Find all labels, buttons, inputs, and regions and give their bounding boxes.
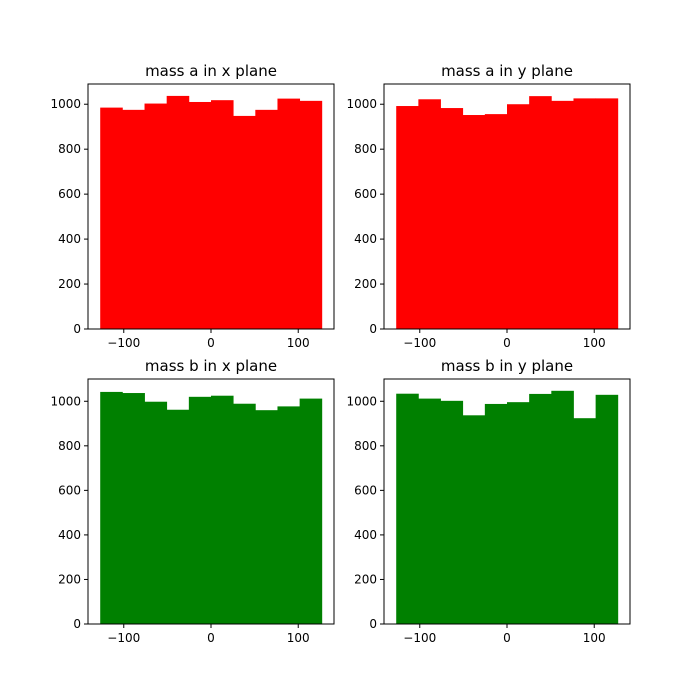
histogram-bar [188,396,212,624]
y-tick-label: 1000 [50,97,81,111]
histogram-bar [100,391,123,624]
histogram-bar [573,98,597,330]
y-tick-label: 0 [73,617,81,631]
histogram-bar [418,99,441,330]
histogram-bar [255,410,278,624]
subplot-title: mass a in y plane [441,62,573,80]
x-tick-label: 100 [583,336,606,350]
subplot-title: mass a in x plane [145,62,277,80]
y-tick-label: 600 [58,483,81,497]
histogram-bar [595,394,619,624]
y-tick-label: 800 [354,142,377,156]
histogram-bar [144,103,168,329]
y-tick-label: 200 [58,277,81,291]
y-tick-label: 600 [354,483,377,497]
histogram-bar [396,106,419,329]
x-tick-label: 100 [287,631,310,645]
histogram-bar [255,109,278,329]
y-tick-label: 400 [58,232,81,246]
histogram-bar [277,406,301,624]
histogram-bar [144,401,168,624]
histogram-bar [233,115,256,329]
histogram-bar [211,100,234,329]
y-tick-label: 1000 [346,394,377,408]
subplot-title: mass b in y plane [441,357,573,375]
x-tick-label: −100 [107,631,140,645]
histogram-bar [551,100,574,330]
y-tick-label: 800 [354,439,377,453]
x-tick-label: 100 [287,336,310,350]
y-tick-label: 800 [58,439,81,453]
histogram-bar [529,96,552,330]
histogram-bar [299,398,323,624]
y-tick-label: 400 [354,232,377,246]
x-tick-label: 0 [503,336,511,350]
y-tick-label: 1000 [50,394,81,408]
histogram-bar [462,415,486,624]
x-tick-label: 0 [207,336,215,350]
y-tick-label: 600 [354,187,377,201]
histogram-bar [507,402,530,624]
histogram-bar [122,109,145,329]
histogram-bar [484,114,508,329]
subplot-title: mass b in x plane [145,357,277,375]
histogram-bar [440,400,464,624]
histogram-bar [100,107,123,329]
y-tick-label: 200 [58,572,81,586]
histogram-bar [277,98,301,329]
histogram-bar [440,108,464,329]
x-tick-label: 0 [503,631,511,645]
histogram-bar [211,395,234,624]
histogram-bar [188,101,212,329]
y-tick-label: 400 [58,528,81,542]
histogram-bar [396,393,419,624]
y-tick-label: 0 [73,322,81,336]
histogram-bar [166,409,190,624]
histogram-bar [418,398,441,624]
histogram-bar [573,418,597,624]
y-tick-label: 200 [354,277,377,291]
histogram-bar [484,403,508,624]
histogram-bar [595,98,619,330]
x-tick-label: 100 [583,631,606,645]
x-tick-label: −100 [403,631,436,645]
x-tick-label: 0 [207,631,215,645]
histogram-bar [166,95,190,329]
y-tick-label: 0 [369,617,377,631]
x-tick-label: −100 [107,336,140,350]
histogram-bar [233,403,256,624]
y-tick-label: 1000 [346,97,377,111]
histogram-bar [507,104,530,329]
y-tick-label: 400 [354,528,377,542]
y-tick-label: 0 [369,322,377,336]
y-tick-label: 600 [58,187,81,201]
histogram-bar [551,390,574,624]
histogram-bar [529,393,552,624]
histogram-bar [462,115,486,330]
y-tick-label: 200 [354,572,377,586]
histogram-bar [122,393,145,624]
y-tick-label: 800 [58,142,81,156]
x-tick-label: −100 [403,336,436,350]
histogram-bar [299,100,323,330]
